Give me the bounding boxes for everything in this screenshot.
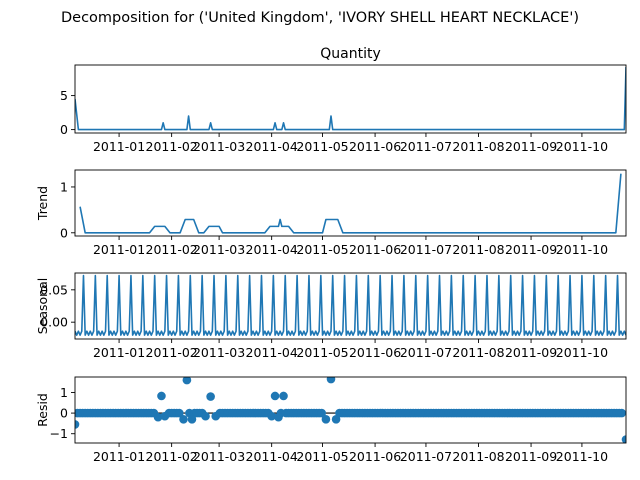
x-tick-label: 2011-06: [349, 449, 401, 464]
x-tick-label: 2011-02: [146, 242, 198, 257]
x-tick-label: 2011-04: [246, 139, 298, 154]
y-axis-label: Seasonal: [35, 278, 50, 335]
x-tick-label: 2011-02: [146, 345, 198, 360]
x-tick-label: 2011-05: [296, 345, 348, 360]
x-tick-label: 2011-08: [452, 242, 504, 257]
x-tick-label: 2011-02: [146, 139, 198, 154]
x-tick-label: 2011-06: [349, 242, 401, 257]
resid-point: [321, 414, 331, 424]
x-tick-label: 2011-05: [296, 449, 348, 464]
x-tick-label: 2011-05: [296, 242, 348, 257]
plot-area: [75, 377, 626, 443]
y-tick-label: 1: [60, 179, 68, 194]
y-axis-label: Resid: [35, 393, 50, 427]
series-line: [79, 173, 622, 234]
resid-point: [174, 408, 184, 418]
x-tick-label: 2011-06: [349, 345, 401, 360]
resid-point: [270, 391, 280, 401]
x-tick-label: 2011-10: [556, 449, 608, 464]
x-tick-label: 2011-07: [400, 345, 452, 360]
x-tick-label: 2011-01: [93, 242, 145, 257]
resid-point: [267, 411, 276, 421]
resid-point: [153, 412, 163, 422]
x-tick-label: 2011-09: [505, 139, 557, 154]
plot-area: [75, 274, 626, 336]
y-tick-label: 0: [60, 406, 68, 421]
resid-point: [206, 392, 215, 401]
x-tick-label: 2011-07: [400, 139, 452, 154]
x-tick-label: 2011-10: [556, 345, 608, 360]
panel-title: Quantity: [320, 46, 381, 62]
y-tick-label: 0.05: [40, 282, 68, 297]
x-tick-label: 2011-06: [349, 139, 401, 154]
resid-point: [621, 435, 626, 443]
resid-point: [617, 408, 626, 418]
resid-point: [182, 377, 192, 385]
resid-point: [187, 414, 197, 424]
axes-frame: [74, 272, 627, 340]
resid-point: [317, 408, 326, 418]
resid-point: [160, 411, 170, 421]
y-tick-label: 0: [60, 122, 68, 137]
x-tick-label: 2011-03: [193, 139, 245, 154]
resid-point: [179, 414, 188, 424]
resid-point: [157, 391, 166, 401]
y-axis-label: Trend: [35, 186, 50, 221]
x-tick-label: 2011-07: [400, 242, 452, 257]
x-tick-label: 2011-08: [452, 345, 504, 360]
resid-point: [75, 420, 80, 429]
y-tick-label: 5: [60, 88, 68, 103]
axes-frame: [74, 376, 627, 444]
x-tick-label: 2011-04: [246, 242, 298, 257]
x-tick-label: 2011-03: [193, 345, 245, 360]
y-tick-label: 1: [60, 385, 68, 400]
resid-point: [201, 411, 210, 421]
x-tick-label: 2011-10: [556, 242, 608, 257]
x-tick-label: 2011-01: [93, 139, 145, 154]
x-tick-label: 2011-04: [246, 449, 298, 464]
x-tick-label: 2011-09: [505, 449, 557, 464]
resid-point: [279, 391, 288, 401]
axes-frame: [74, 169, 627, 237]
x-tick-label: 2011-07: [400, 449, 452, 464]
x-tick-label: 2011-05: [296, 139, 348, 154]
resid-point: [331, 414, 341, 424]
y-tick-label: 0.00: [40, 315, 68, 330]
resid-point: [326, 377, 336, 384]
x-tick-label: 2011-04: [246, 345, 298, 360]
plot-area: [75, 67, 626, 131]
resid-point: [274, 412, 283, 422]
figure-suptitle: Decomposition for ('United Kingdom', 'IV…: [61, 10, 579, 26]
axes-frame: [74, 64, 627, 134]
x-tick-label: 2011-01: [93, 449, 145, 464]
x-tick-label: 2011-08: [452, 139, 504, 154]
x-tick-label: 2011-08: [452, 449, 504, 464]
x-tick-label: 2011-02: [146, 449, 198, 464]
x-tick-label: 2011-03: [193, 449, 245, 464]
x-tick-label: 2011-03: [193, 242, 245, 257]
resid-point: [211, 411, 221, 421]
x-tick-label: 2011-09: [505, 242, 557, 257]
y-tick-label: −1: [50, 426, 68, 441]
x-tick-label: 2011-09: [505, 345, 557, 360]
x-tick-label: 2011-01: [93, 345, 145, 360]
series-line: [75, 67, 626, 131]
x-tick-label: 2011-10: [556, 139, 608, 154]
plot-area: [79, 173, 622, 234]
y-tick-label: 0: [60, 225, 68, 240]
series-line: [75, 274, 626, 336]
